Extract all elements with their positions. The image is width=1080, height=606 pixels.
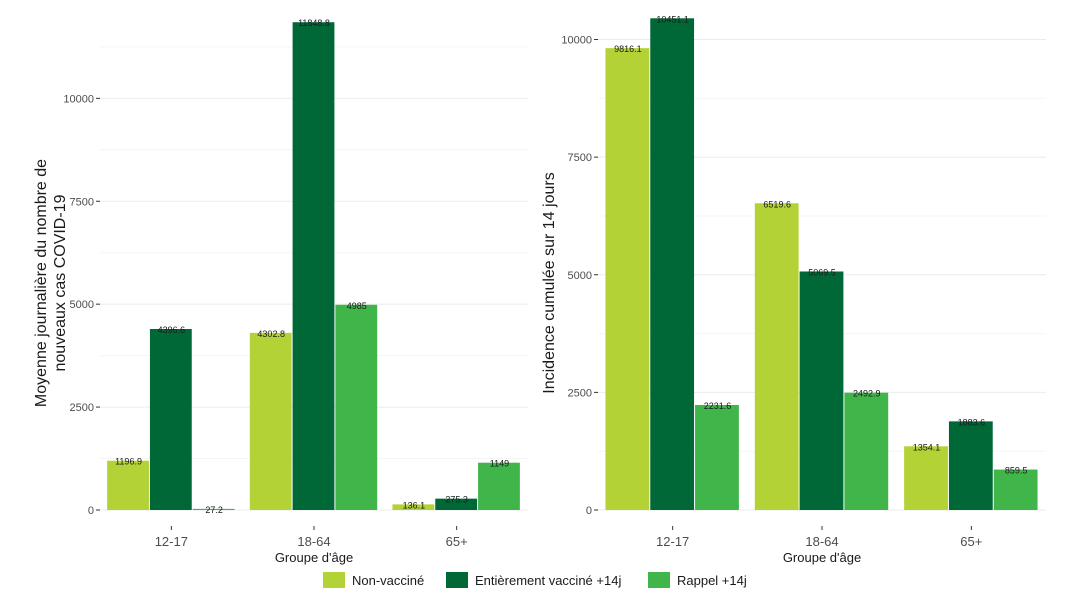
- x-category-label: 12-17: [656, 534, 689, 549]
- y-tick-label: 10000: [561, 35, 592, 47]
- bar-data-label: 136.1: [403, 500, 426, 510]
- bar-data-label: 859.5: [1005, 466, 1028, 476]
- x-category-label: 12-17: [155, 534, 188, 549]
- x-axis-title: Groupe d'âge: [783, 550, 861, 565]
- bar: [650, 18, 695, 510]
- legend-item-non-vaccine: Non-vacciné: [323, 568, 424, 592]
- bar-data-label: 2231.6: [704, 401, 732, 411]
- bar: [149, 329, 192, 510]
- y-axis-title: nouveaux cas COVID-19: [52, 194, 69, 371]
- bar: [993, 469, 1038, 510]
- bar: [335, 304, 378, 510]
- bar: [948, 421, 993, 510]
- bar-data-label: 9816.1: [614, 44, 642, 54]
- x-category-label: 18-64: [805, 534, 838, 549]
- bar-data-label: 1883.6: [958, 417, 986, 427]
- bar: [904, 446, 948, 510]
- legend-label-non-vaccine: Non-vacciné: [352, 572, 425, 588]
- bar-data-label: 10451.1: [656, 14, 689, 24]
- bar: [435, 498, 478, 510]
- bar: [799, 271, 844, 510]
- bar-data-label: 6519.6: [763, 199, 791, 209]
- bar-data-label: 4985: [347, 301, 367, 311]
- bar-data-label: 2492.9: [853, 389, 881, 399]
- x-category-label: 65+: [446, 534, 468, 549]
- bar-data-label: 5069.5: [808, 267, 836, 277]
- legend-swatch-non-vaccine: [323, 572, 345, 588]
- bar: [292, 22, 335, 511]
- x-axis-title: Groupe d'âge: [275, 550, 353, 565]
- bar-data-label: 1196.9: [115, 457, 142, 467]
- bar: [107, 460, 149, 510]
- bar-data-label: 1354.1: [913, 442, 941, 452]
- y-tick-label: 7500: [70, 196, 94, 208]
- y-tick-label: 5000: [568, 270, 592, 282]
- x-category-label: 18-64: [297, 534, 330, 549]
- bar: [192, 508, 235, 510]
- bar-data-label: 27.2: [205, 505, 223, 515]
- y-tick-label: 0: [88, 505, 94, 517]
- legend: Non-vacciné Entièrement vacciné +14j Rap…: [0, 568, 1080, 592]
- bar: [844, 392, 889, 510]
- y-axis-title: Incidence cumulée sur 14 jours: [541, 172, 558, 393]
- bar: [754, 203, 799, 510]
- legend-item-fully-vaccinated: Entièrement vacciné +14j: [446, 568, 621, 592]
- legend-swatch-fully-vaccinated: [446, 572, 468, 588]
- y-tick-label: 5000: [70, 299, 94, 311]
- chart-14-day-cumulative-incidence: 0 2500 5000 7500 10000 9816.1 10451.1 2231.6 12-…: [541, 14, 1046, 565]
- y-tick-label: 7500: [568, 152, 592, 164]
- y-tick-label: 10000: [63, 93, 94, 105]
- x-category-label: 65+: [960, 534, 982, 549]
- bar-data-label: 4396.6: [158, 325, 186, 335]
- bar-data-label: 11848.8: [298, 18, 330, 28]
- bar: [605, 48, 650, 510]
- legend-label-booster: Rappel +14j: [677, 572, 747, 588]
- legend-label-fully-vaccinated: Entièrement vacciné +14j: [475, 572, 622, 588]
- bar: [478, 462, 520, 510]
- chart-daily-average-new-cases: 0 2500 5000 7500 10000 1196.9 4396.6 27.2 12-17 4…: [33, 18, 528, 565]
- y-tick-label: 2500: [568, 387, 592, 399]
- legend-swatch-booster: [648, 572, 670, 588]
- y-tick-label: 0: [586, 505, 592, 517]
- bar: [695, 405, 739, 510]
- y-tick-label: 2500: [70, 402, 94, 414]
- bar-data-label: 1149: [490, 459, 509, 469]
- bar-data-label: 4302.8: [257, 329, 285, 339]
- bar: [392, 504, 435, 510]
- legend-item-booster: Rappel +14j: [648, 568, 747, 592]
- y-axis-title: Moyenne journalière du nombre de: [33, 159, 50, 407]
- bar-data-label: 275.3: [445, 495, 468, 505]
- bar: [249, 332, 292, 510]
